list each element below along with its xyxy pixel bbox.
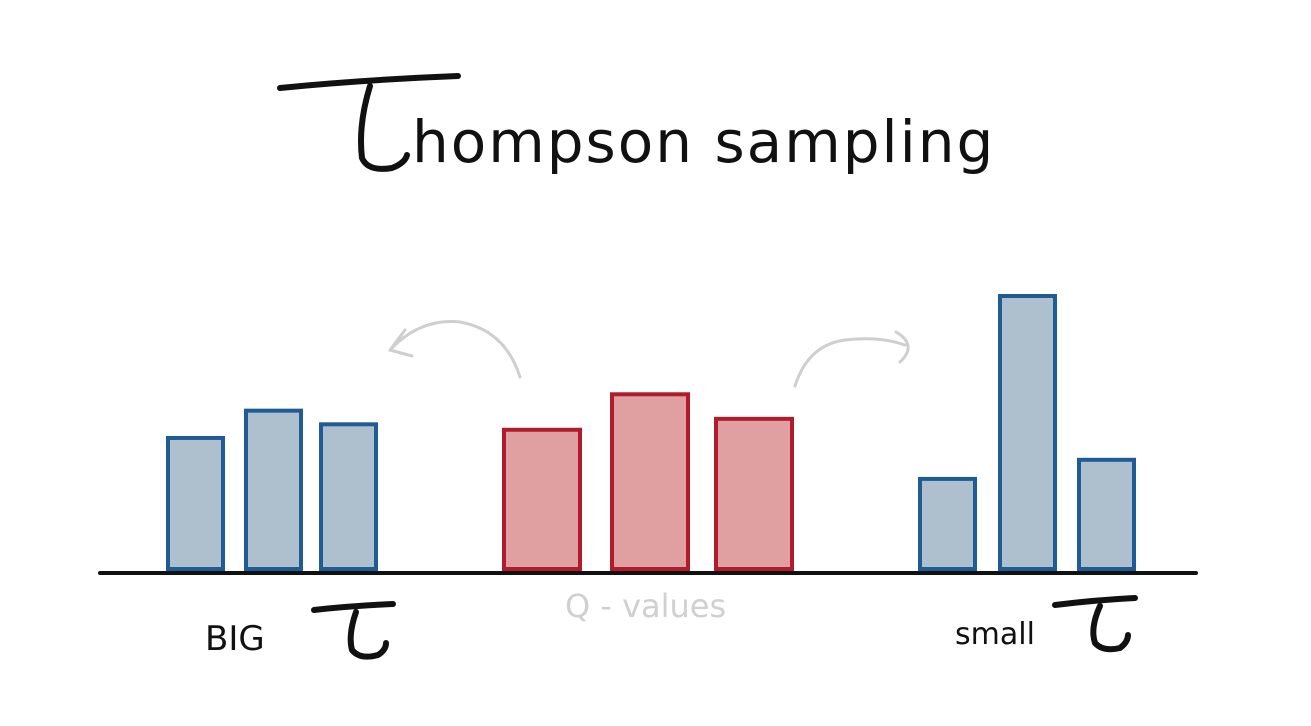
title-text: hompson sampling <box>412 108 995 176</box>
right-arrow <box>793 330 910 388</box>
bar-groups <box>166 294 1136 571</box>
small-tau-samples <box>918 294 1136 571</box>
big-tau-samples-bar-2 <box>244 408 303 571</box>
title: hompson sampling <box>277 73 995 176</box>
left-arrow <box>388 320 522 379</box>
left-tau-glyph <box>311 601 396 660</box>
left-arrow-curve <box>388 320 522 379</box>
right-tau-glyph <box>1052 595 1138 653</box>
q-values-bar-3 <box>714 416 794 571</box>
right-arrow-head <box>894 330 910 364</box>
title-tau-glyph <box>277 73 461 172</box>
q-values <box>502 392 794 571</box>
right-arrow-curve <box>793 337 907 388</box>
big-tau-samples-bar-3 <box>319 422 378 571</box>
big-tau-samples-bar-1 <box>166 435 225 571</box>
right-label-text: small <box>955 617 1035 652</box>
small-tau-samples-bar-2 <box>998 294 1057 571</box>
center-label-text: Q - values <box>565 587 726 625</box>
right-label: small <box>955 595 1138 653</box>
left-arrow-head <box>388 328 414 358</box>
left-label: BIG <box>205 601 396 660</box>
big-tau-samples <box>166 408 378 571</box>
small-tau-samples-bar-3 <box>1077 457 1136 571</box>
q-values-bar-1 <box>502 427 582 571</box>
q-values-bar-2 <box>610 392 690 571</box>
small-tau-samples-bar-1 <box>918 476 977 571</box>
left-label-text: BIG <box>205 619 265 659</box>
